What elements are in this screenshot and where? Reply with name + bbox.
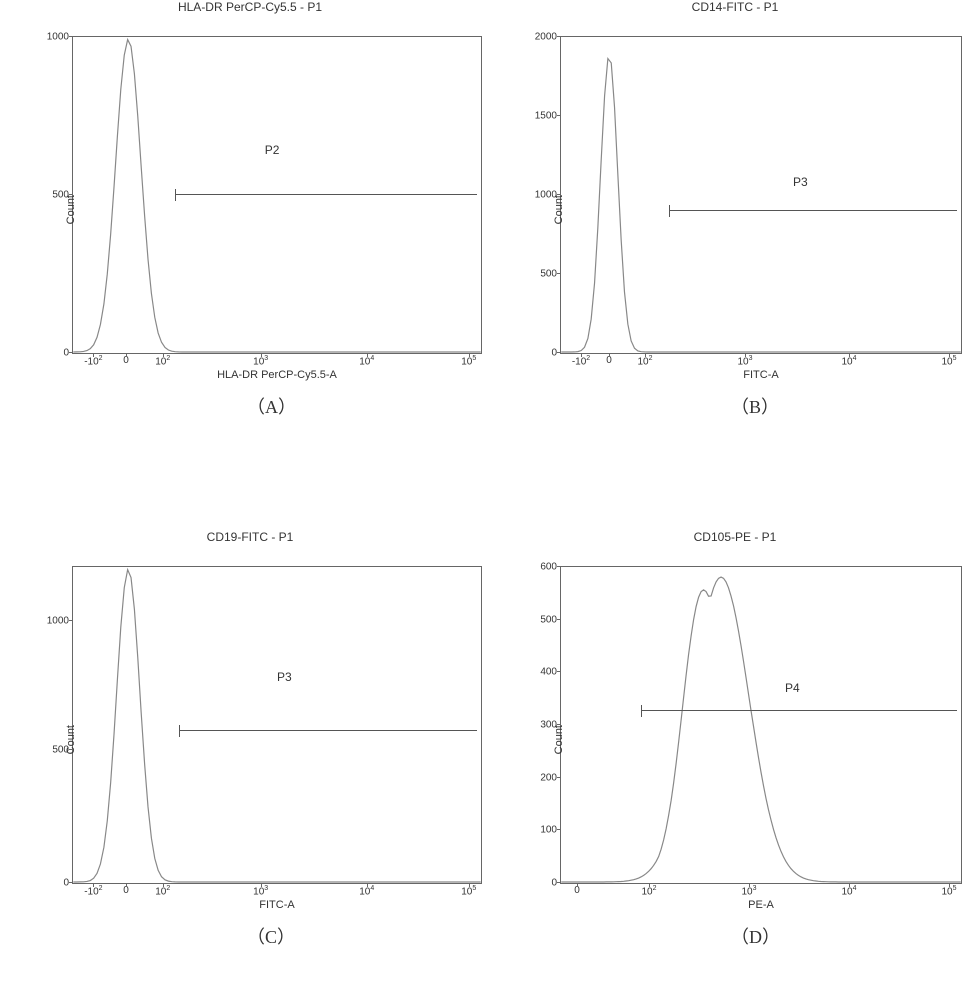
x-axis-label: FITC-A	[259, 899, 294, 911]
y-tick-label: 0	[63, 348, 73, 359]
panel-sublabel: （C）	[247, 923, 295, 949]
x-axis-label: FITC-A	[743, 369, 778, 381]
gate-bar	[175, 194, 477, 195]
panel-b: CD14-FITC - P1 Count FITC-A 050010001500…	[500, 0, 970, 400]
y-tick-label: 500	[52, 745, 73, 756]
gate-cap	[641, 705, 642, 717]
y-tick-label: 0	[551, 878, 561, 889]
y-tick-label: 1000	[47, 615, 73, 626]
gate-label: P3	[793, 175, 808, 189]
plot-area: Count FITC-A 05001000-1020102103104105P3	[72, 566, 482, 884]
y-tick-label: 500	[540, 614, 561, 625]
gate-cap	[669, 205, 670, 217]
x-axis-label: HLA-DR PerCP-Cy5.5-A	[217, 369, 337, 381]
chart-title: HLA-DR PerCP-Cy5.5 - P1	[10, 0, 490, 14]
panel-c: CD19-FITC - P1 Count FITC-A 05001000-102…	[10, 530, 490, 930]
y-tick-label: 1000	[535, 190, 561, 201]
histogram-curve	[73, 567, 481, 883]
gate-bar	[641, 710, 957, 711]
chart-title: CD19-FITC - P1	[10, 530, 490, 544]
gate-bar	[179, 730, 477, 731]
gate-cap	[179, 725, 180, 737]
panel-sublabel: （A）	[247, 393, 296, 419]
plot-area: Count HLA-DR PerCP-Cy5.5-A 05001000-1020…	[72, 36, 482, 354]
y-tick-label: 100	[540, 825, 561, 836]
y-tick-label: 600	[540, 562, 561, 573]
x-axis-label: PE-A	[748, 899, 774, 911]
y-tick-label: 500	[540, 269, 561, 280]
y-tick-label: 2000	[535, 32, 561, 43]
gate-cap	[175, 189, 176, 201]
histogram-curve	[561, 37, 961, 353]
y-tick-label: 200	[540, 772, 561, 783]
y-tick-label: 0	[551, 348, 561, 359]
plot-area: Count FITC-A 0500100015002000-1020102103…	[560, 36, 962, 354]
histogram-curve	[73, 37, 481, 353]
y-tick-label: 1500	[535, 111, 561, 122]
panel-a: HLA-DR PerCP-Cy5.5 - P1 Count HLA-DR Per…	[10, 0, 490, 400]
chart-title: CD14-FITC - P1	[500, 0, 970, 14]
y-tick-label: 400	[540, 667, 561, 678]
histogram-curve	[561, 567, 961, 883]
gate-label: P2	[265, 143, 280, 157]
plot-area: Count PE-A 01002003004005006000102103104…	[560, 566, 962, 884]
y-tick-label: 300	[540, 720, 561, 731]
chart-title: CD105-PE - P1	[500, 530, 970, 544]
gate-label: P4	[785, 681, 800, 695]
panel-sublabel: （B）	[731, 393, 779, 419]
y-tick-label: 500	[52, 190, 73, 201]
gate-bar	[669, 210, 957, 211]
gate-label: P3	[277, 670, 292, 684]
panel-sublabel: （D）	[731, 923, 780, 949]
y-tick-label: 1000	[47, 32, 73, 43]
panel-d: CD105-PE - P1 Count PE-A 010020030040050…	[500, 530, 970, 930]
y-tick-label: 0	[63, 878, 73, 889]
